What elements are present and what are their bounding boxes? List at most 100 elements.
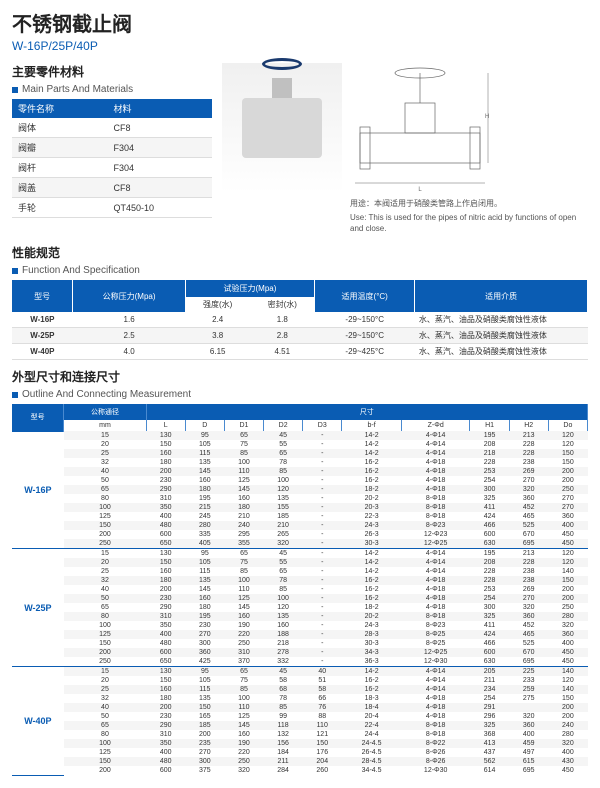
- dim-cell: 320: [264, 539, 303, 549]
- dim-cell: 65: [264, 449, 303, 458]
- dim-cell: 145: [185, 467, 224, 476]
- dim-cell: 4-Φ18: [401, 694, 470, 703]
- dim-cell: 12-Φ30: [401, 657, 470, 667]
- dim-cell: 228: [509, 449, 548, 458]
- dim-cell: 125: [64, 512, 146, 521]
- dim-cell: 200: [548, 476, 587, 485]
- dim-cell: 120: [548, 676, 587, 685]
- dim-cell: 16-2: [342, 576, 402, 585]
- dim-cell: 250: [224, 757, 263, 766]
- dim-cell: 180: [146, 694, 185, 703]
- dim-cell: 8-Φ25: [401, 630, 470, 639]
- dim-subhead: b-f: [342, 420, 402, 431]
- dim-cell: 20: [64, 676, 146, 685]
- dim-cell: 36-3: [342, 657, 402, 667]
- svg-text:L: L: [418, 187, 422, 193]
- dim-cell: 413: [470, 739, 509, 748]
- dim-cell: 450: [548, 766, 587, 775]
- valve-diagram: L H: [350, 63, 490, 193]
- dim-cell: 80: [64, 730, 146, 739]
- dim-cell: 76: [303, 703, 342, 712]
- dim-cell: 400: [548, 639, 587, 648]
- valve-photo: [222, 63, 342, 193]
- dim-cell: 218: [264, 639, 303, 648]
- dim-cell: 4-Φ18: [401, 576, 470, 585]
- dim-cell: 4-Φ18: [401, 712, 470, 721]
- dim-cell: 437: [470, 748, 509, 757]
- dim-cell: 185: [264, 512, 303, 521]
- dim-cell: 160: [146, 567, 185, 576]
- dim-cell: -: [303, 576, 342, 585]
- dim-cell: -: [303, 431, 342, 440]
- spec-h0: 型号: [12, 280, 73, 312]
- spec-cell: 3.8: [185, 328, 250, 344]
- dim-cell: 100: [224, 694, 263, 703]
- dim-cell: -: [303, 503, 342, 512]
- dim-cell: -: [303, 603, 342, 612]
- dim-cell: 411: [470, 621, 509, 630]
- dim-cell: 259: [509, 685, 548, 694]
- dim-cell: -: [303, 630, 342, 639]
- dim-cell: 65: [224, 549, 263, 559]
- dim-cell: 630: [470, 539, 509, 549]
- dim-cell: 253: [470, 585, 509, 594]
- dim-cell: 150: [146, 440, 185, 449]
- dim-cell: 615: [509, 757, 548, 766]
- dim-cell: 459: [509, 739, 548, 748]
- dim-cell: 370: [224, 657, 263, 667]
- dim-cell: 18-2: [342, 603, 402, 612]
- dim-cell: 320: [509, 603, 548, 612]
- dim-cell: 600: [470, 648, 509, 657]
- dim-cell: -: [303, 594, 342, 603]
- dim-cell: -: [303, 567, 342, 576]
- dim-cell: 80: [64, 494, 146, 503]
- dim-cell: 270: [185, 630, 224, 639]
- spec-cell: W-25P: [12, 328, 73, 344]
- dim-cell: 4-Φ18: [401, 476, 470, 485]
- dim-cell: 200: [146, 467, 185, 476]
- spec-h1: 公称压力(Mpa): [73, 280, 186, 312]
- dim-cell: -: [303, 558, 342, 567]
- dim-cell: 360: [548, 630, 587, 639]
- dim-cell: 58: [264, 676, 303, 685]
- dim-cell: -: [303, 494, 342, 503]
- dim-cell: -: [303, 639, 342, 648]
- dim-cell: 51: [303, 676, 342, 685]
- dim-cell: -: [303, 612, 342, 621]
- dim-cell: 100: [224, 458, 263, 467]
- sec1-cn: 主要零件材料: [12, 63, 212, 80]
- mat-h1: 零件名称: [12, 99, 108, 118]
- dim-cell: 195: [470, 549, 509, 559]
- dim-cell: 14-2: [342, 440, 402, 449]
- dim-cell: 14-2: [342, 431, 402, 440]
- dim-model: W-40P: [12, 667, 64, 776]
- dim-cell: 600: [146, 648, 185, 657]
- dim-cell: 30-3: [342, 639, 402, 648]
- dim-cell: 4-Φ18: [401, 458, 470, 467]
- dim-cell: 135: [185, 576, 224, 585]
- dim-cell: 400: [509, 730, 548, 739]
- spec-cell: W-16P: [12, 312, 73, 328]
- spec-sub0: 强度(水): [185, 297, 250, 312]
- dim-cell: 135: [264, 494, 303, 503]
- dim-cell: 150: [146, 676, 185, 685]
- dim-section: 外型尺寸和连接尺寸 Outline And Connecting Measure…: [12, 368, 588, 776]
- dim-cell: 4-Φ14: [401, 667, 470, 677]
- dim-cell: 310: [224, 648, 263, 657]
- dim-cell: 296: [470, 712, 509, 721]
- dim-cell: 195: [185, 612, 224, 621]
- mat-cell: F304: [108, 158, 213, 178]
- spec-cell: 水、蒸汽、油品及硝酸类腐蚀性液体: [415, 312, 588, 328]
- dim-cell: 115: [185, 685, 224, 694]
- dim-subhead: H1: [470, 420, 509, 431]
- dim-cell: 335: [185, 530, 224, 539]
- dim-cell: 22-3: [342, 512, 402, 521]
- dim-cell: 125: [64, 630, 146, 639]
- dim-cell: 200: [146, 703, 185, 712]
- images-block: L H 用途：本阀适用于硝酸类管路上作启闭用。 Use: This is use…: [222, 63, 588, 234]
- dim-cell: 50: [64, 594, 146, 603]
- dim-cell: 190: [224, 621, 263, 630]
- dim-cell: 120: [548, 440, 587, 449]
- dim-cell: 275: [509, 694, 548, 703]
- dim-cell: 4-Φ14: [401, 685, 470, 694]
